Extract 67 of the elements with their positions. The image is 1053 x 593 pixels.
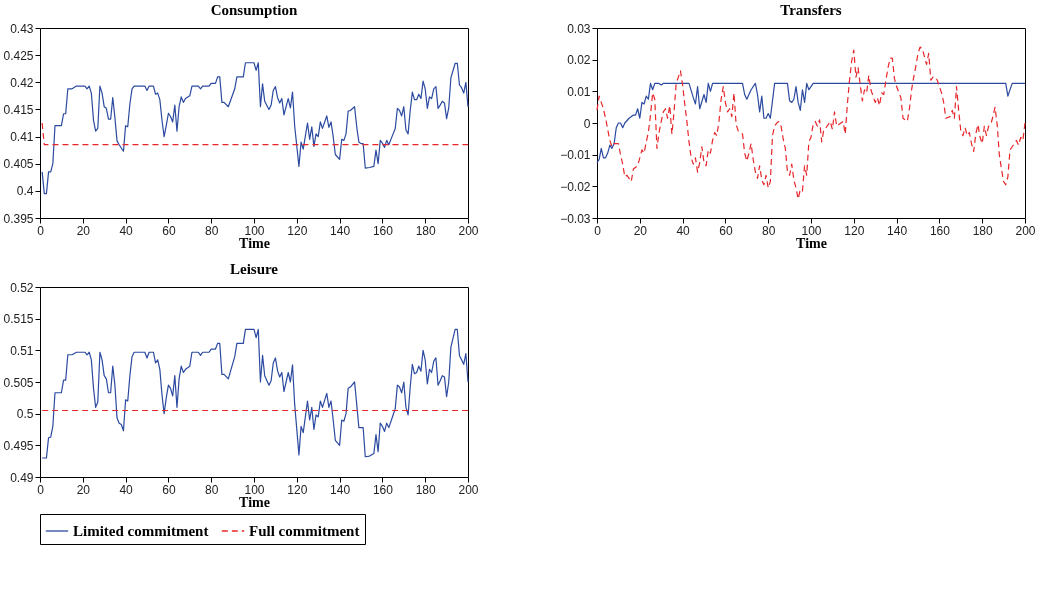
y-tick-label: 0.425: [3, 48, 34, 63]
x-tick-label: 160: [372, 223, 394, 238]
x-tick-label: 120: [287, 223, 308, 238]
line-series: [41, 328, 469, 459]
x-tick-label: 0: [594, 223, 602, 238]
x-tick-label: 60: [719, 223, 733, 238]
y-tick-label: 0.51: [10, 343, 34, 358]
y-tick-label: 0.43: [10, 21, 34, 36]
legend-label: Limited commitment: [73, 523, 209, 539]
x-tick-label: 0: [37, 223, 45, 238]
x-tick-label: 20: [633, 223, 648, 238]
y-tick-label: −0.02: [560, 179, 591, 194]
x-tick-label: 0: [37, 482, 45, 497]
x-tick-label: 40: [119, 482, 134, 497]
y-tick-label: 0.52: [10, 280, 34, 295]
x-tick-label: 200: [458, 223, 479, 238]
y-tick-label: 0.4: [16, 184, 34, 199]
x-tick-label: 140: [330, 482, 351, 497]
x-tick-label: 200: [458, 482, 479, 497]
x-tick-label: 180: [972, 223, 994, 238]
legend-label: Full commitment: [249, 523, 360, 539]
x-tick-label: 40: [676, 223, 691, 238]
y-tick-label: 0.02: [567, 53, 591, 68]
x-tick-label: 120: [287, 482, 308, 497]
chart-title: Transfers: [780, 2, 842, 18]
y-tick-label: 0.415: [3, 102, 34, 117]
x-tick-label: 180: [415, 482, 437, 497]
x-tick-label: 120: [844, 223, 865, 238]
x-tick-label: 20: [76, 223, 91, 238]
x-tick-label: 20: [76, 482, 91, 497]
y-tick-label: −0.01: [560, 148, 591, 163]
y-tick-label: 0.515: [3, 312, 34, 327]
line-series: [41, 62, 469, 195]
x-tick-label: 180: [415, 223, 437, 238]
x-tick-label: 140: [330, 223, 351, 238]
x-tick-label: 80: [762, 223, 776, 238]
x-tick-label: 100: [801, 223, 822, 238]
x-tick-label: 100: [244, 482, 265, 497]
y-tick-label: 0.5: [16, 407, 34, 422]
x-tick-label: 60: [162, 223, 176, 238]
y-tick-label: 0.495: [3, 438, 34, 453]
x-axis-title: Time: [239, 494, 270, 510]
line-series: [596, 46, 1026, 200]
x-tick-label: 140: [887, 223, 908, 238]
y-tick-label: 0.41: [10, 130, 34, 145]
y-tick-label: 0: [583, 116, 591, 131]
chart-title: Leisure: [229, 261, 279, 277]
x-tick-label: 160: [929, 223, 951, 238]
y-tick-label: −0.03: [560, 211, 591, 226]
x-tick-label: 60: [162, 482, 176, 497]
y-tick-label: 0.505: [3, 375, 34, 390]
x-tick-label: 80: [205, 482, 219, 497]
y-tick-label: 0.42: [10, 75, 34, 90]
y-tick-label: 0.49: [10, 470, 34, 485]
y-tick-label: 0.405: [3, 157, 34, 172]
x-tick-label: 160: [372, 482, 394, 497]
y-tick-label: 0.03: [567, 21, 591, 36]
y-tick-label: 0.01: [567, 84, 591, 99]
chart-title: Consumption: [210, 2, 298, 18]
x-axis-title: Time: [796, 235, 827, 251]
x-tick-label: 200: [1015, 223, 1036, 238]
x-tick-label: 40: [119, 223, 134, 238]
x-axis-title: Time: [239, 235, 270, 251]
y-tick-label: 0.395: [3, 211, 34, 226]
line-series: [596, 82, 1026, 164]
x-tick-label: 80: [205, 223, 219, 238]
x-tick-label: 100: [244, 223, 265, 238]
